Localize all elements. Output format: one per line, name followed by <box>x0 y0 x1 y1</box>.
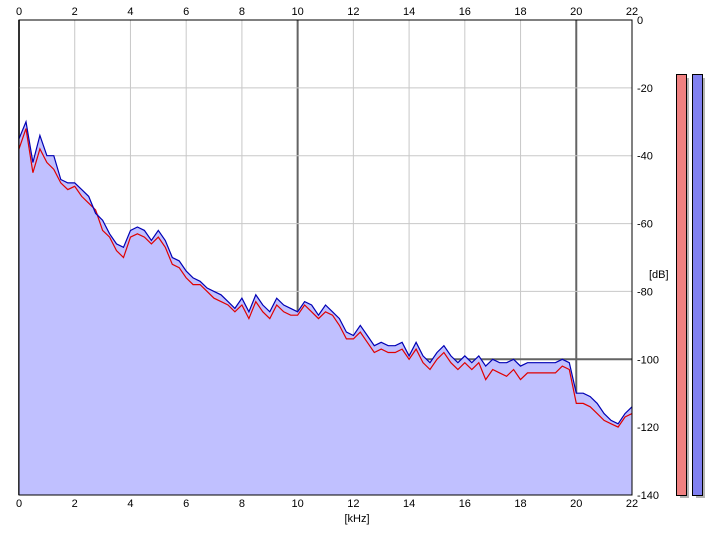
y-tick-label: -100 <box>637 354 659 366</box>
x-axis-label: [kHz] <box>344 513 369 525</box>
series-line-2 <box>18 119 633 425</box>
y-axis-label: [dB] <box>649 269 669 281</box>
spectrum-area <box>19 121 632 496</box>
x-tick-label-top: 20 <box>570 6 582 18</box>
spectrum-series <box>18 119 633 428</box>
x-tick-label-top: 2 <box>72 6 78 18</box>
x-tick-label-top: 18 <box>514 6 526 18</box>
x-tick-label-bottom: 12 <box>347 498 359 510</box>
x-tick-label-top: 14 <box>403 6 415 18</box>
x-tick-label-top: 16 <box>459 6 471 18</box>
spectrum-fill <box>19 121 632 496</box>
x-tick-label-bottom: 14 <box>403 498 415 510</box>
x-tick-label-top: 12 <box>347 6 359 18</box>
x-tick-label-bottom: 16 <box>459 498 471 510</box>
x-tick-label-bottom: 22 <box>626 498 638 510</box>
y-tick-label: -120 <box>637 422 659 434</box>
x-tick-label-bottom: 0 <box>16 498 22 510</box>
y-tick-label: -40 <box>637 151 653 163</box>
series-line-1 <box>18 128 633 428</box>
x-tick-label-top: 4 <box>127 6 133 18</box>
plot-frame <box>18 19 633 496</box>
x-tick-label-bottom: 18 <box>514 498 526 510</box>
x-tick-label-bottom: 6 <box>183 498 189 510</box>
y-tick-label: -80 <box>637 286 653 298</box>
axis-ticks: 002244668810101212141416161818202022220-… <box>16 6 659 510</box>
x-tick-label-top: 10 <box>292 6 304 18</box>
x-tick-label-top: 22 <box>626 6 638 18</box>
y-tick-label: -20 <box>637 83 653 95</box>
level-meter-left <box>676 74 687 496</box>
y-tick-label: 0 <box>637 15 643 27</box>
x-tick-label-bottom: 8 <box>239 498 245 510</box>
x-tick-label-bottom: 20 <box>570 498 582 510</box>
x-tick-label-bottom: 2 <box>72 498 78 510</box>
x-tick-label-bottom: 4 <box>127 498 133 510</box>
x-tick-label-top: 8 <box>239 6 245 18</box>
x-tick-label-top: 6 <box>183 6 189 18</box>
level-meter-right <box>692 74 703 496</box>
y-tick-label: -60 <box>637 219 653 231</box>
x-tick-label-top: 0 <box>16 6 22 18</box>
y-tick-label: -140 <box>637 490 659 502</box>
x-tick-label-bottom: 10 <box>292 498 304 510</box>
